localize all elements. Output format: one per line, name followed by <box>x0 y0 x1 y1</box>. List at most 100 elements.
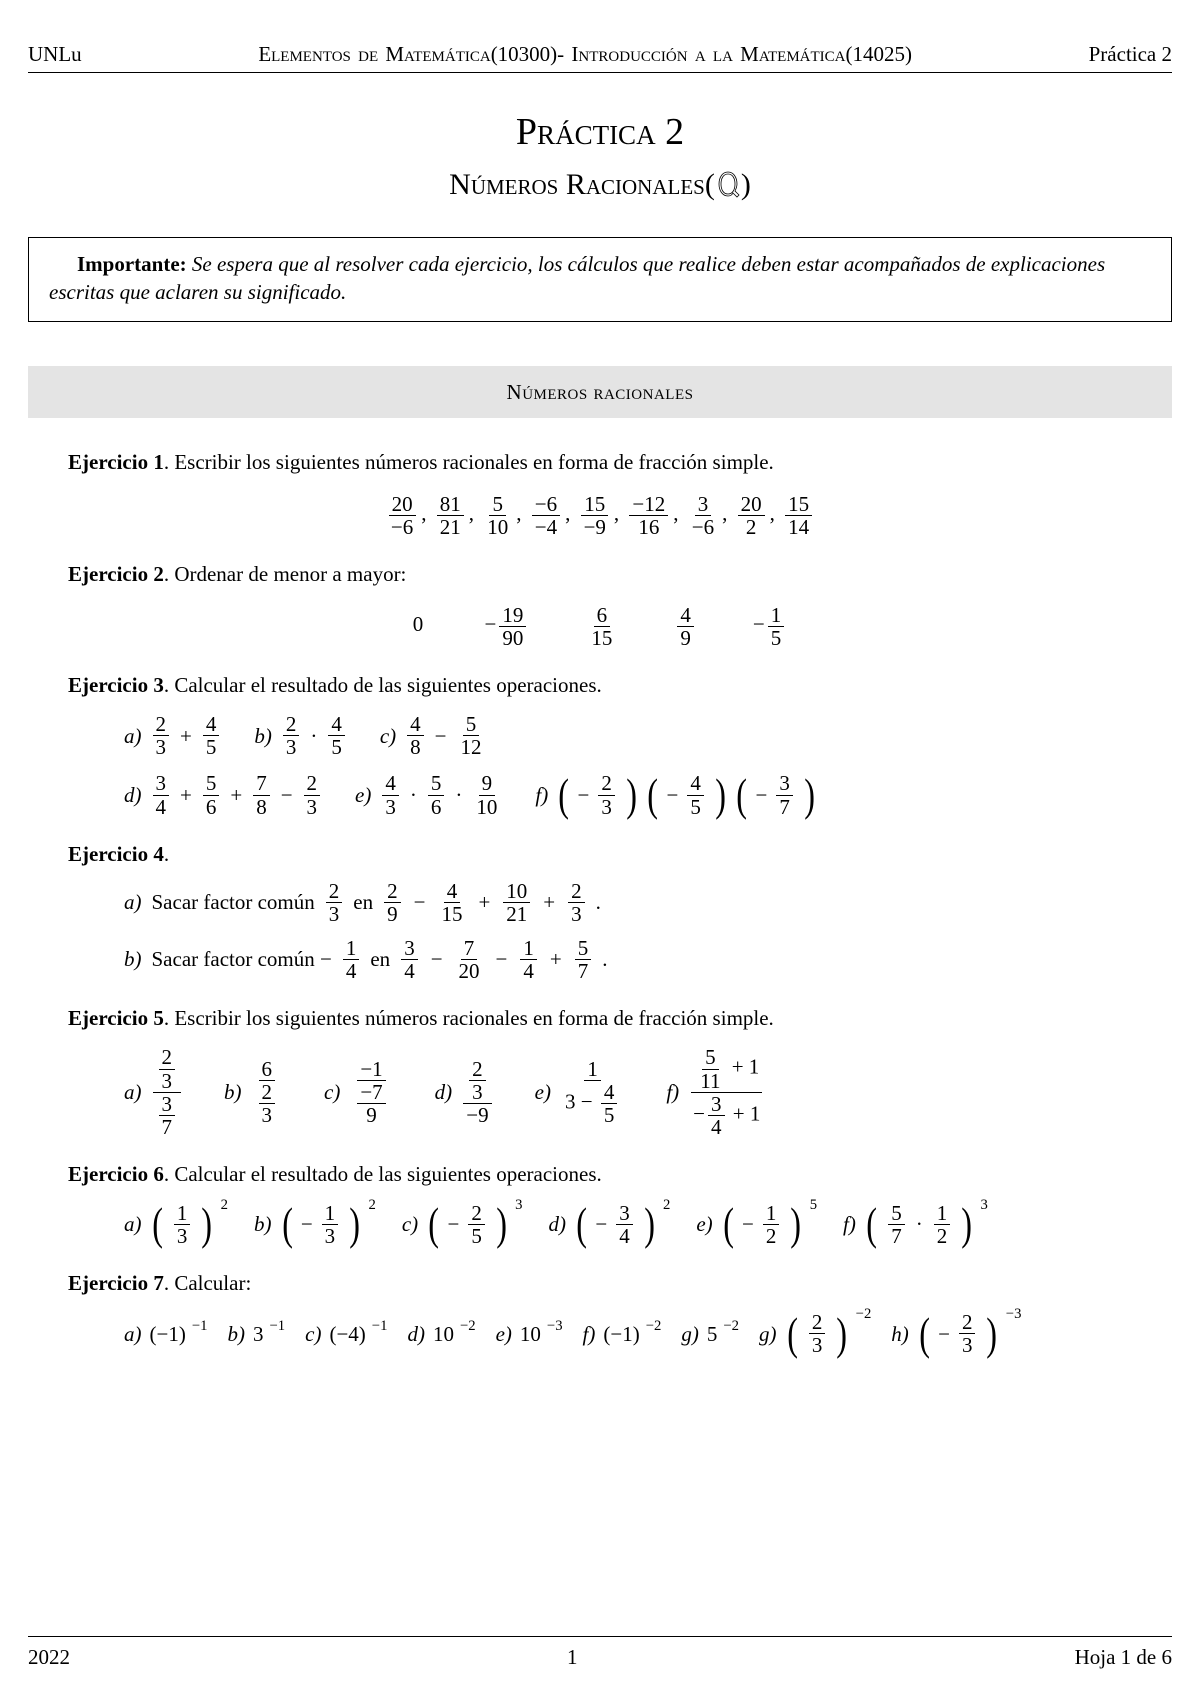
fraction: 1990 <box>499 604 526 649</box>
ej3-item: b)23·45 <box>254 713 348 758</box>
footer-sheet: Hoja 1 de 6 <box>1075 1643 1172 1671</box>
ej2-term: 49 <box>674 612 697 636</box>
page: UNLu Elementos de Matemática(10300)- Int… <box>0 0 1200 1697</box>
op: + <box>180 722 192 750</box>
fraction: 37 <box>159 1093 176 1138</box>
text: en <box>370 945 390 973</box>
footer-year: 2022 <box>28 1643 70 1671</box>
note-body: Se espera que al resolver cada ejercicio… <box>49 252 1105 304</box>
fraction: 45 <box>687 772 704 817</box>
fraction: 23 <box>809 1311 826 1356</box>
op: · <box>455 781 462 809</box>
fraction: 23 <box>598 772 615 817</box>
ej3-text: . Calcular el resultado de las siguiente… <box>164 673 602 697</box>
ej7-item: c)(−4)−1 <box>305 1320 387 1348</box>
fraction: 13 <box>174 1202 191 1247</box>
exercise-7: Ejercicio 7. Calcular: a)(−1)−1b)3−1c)(−… <box>68 1269 1132 1356</box>
paren-right-icon: ) <box>837 1316 848 1353</box>
header-center: Elementos de Matemática(10300)- Introduc… <box>82 40 1089 68</box>
ej6-item: b)(−13)2 <box>254 1202 376 1247</box>
fraction: 615 <box>588 604 615 649</box>
paren-left-icon: ( <box>558 777 569 814</box>
ej6-text: . Calcular el resultado de las siguiente… <box>164 1162 602 1186</box>
fraction: −1216 <box>629 493 668 538</box>
fraction: 23 <box>283 713 300 758</box>
complex-fraction: 23−9 <box>463 1058 492 1126</box>
ej5-label: Ejercicio 5 <box>68 1006 164 1030</box>
fraction: 23 <box>159 1046 176 1091</box>
op: + <box>230 781 242 809</box>
ej4-a: a)Sacar factor común 23 en 29−415+1021+2… <box>124 880 1132 925</box>
base: (−1) <box>603 1320 639 1348</box>
paren-left-icon: ( <box>282 1206 293 1243</box>
ej7-item: h)(−23)−3 <box>891 1311 1021 1356</box>
fraction: 57 <box>575 937 592 982</box>
page-footer: 2022 1 Hoja 1 de 6 <box>28 1636 1172 1671</box>
base: (−4) <box>329 1320 365 1348</box>
header-left: UNLu <box>28 40 82 68</box>
ej5-d: d)23−9 <box>435 1058 495 1126</box>
fraction: 14 <box>520 937 537 982</box>
ej2-term: 615 <box>585 612 618 636</box>
ej4-b: b)Sacar factor común −14 en 34−720−14+57… <box>124 937 1132 982</box>
fraction: 23 <box>326 880 343 925</box>
op: − <box>431 945 443 973</box>
op: − <box>435 722 447 750</box>
comma: , <box>614 501 619 525</box>
ej7-item: a)(−1)−1 <box>124 1320 207 1348</box>
ej6-item: c)(−25)3 <box>402 1202 523 1247</box>
paren-right-icon: ) <box>202 1206 213 1243</box>
comma: , <box>673 501 678 525</box>
page-header: UNLu Elementos de Matemática(10300)- Int… <box>28 40 1172 73</box>
paren-right-icon: ) <box>644 1206 655 1243</box>
ej3-row1: a)23+45b)23·45c)48−512 <box>124 713 1132 758</box>
exercise-1: Ejercicio 1. Escribir los siguientes núm… <box>68 448 1132 537</box>
ej3-item: f)(−23)(−45)(−37) <box>535 772 817 817</box>
fraction: 23 <box>568 880 585 925</box>
fraction: 510 <box>484 493 511 538</box>
paren-right-icon: ) <box>804 777 815 814</box>
ej4-sublist: a)Sacar factor común 23 en 29−415+1021+2… <box>124 880 1132 982</box>
paren-right-icon: ) <box>961 1206 972 1243</box>
fraction: 14 <box>343 937 360 982</box>
ej2-term: −1990 <box>485 612 530 636</box>
paren-left-icon: ( <box>647 777 658 814</box>
comma: , <box>565 501 570 525</box>
subtitle-pre: Números Racionales( <box>449 168 715 201</box>
complex-fraction: 623 <box>253 1058 282 1126</box>
fraction: 202 <box>738 493 765 538</box>
fraction: 34 <box>616 1202 633 1247</box>
paren-right-icon: ) <box>349 1206 360 1243</box>
fraction: 910 <box>473 772 500 817</box>
fraction: 1021 <box>503 880 530 925</box>
ej6-item: e)(−12)5 <box>696 1202 817 1247</box>
text: en <box>353 888 373 916</box>
base: 10 <box>520 1320 541 1348</box>
paren-left-icon: ( <box>428 1206 439 1243</box>
fraction: 12 <box>763 1202 780 1247</box>
base: (−1) <box>150 1320 186 1348</box>
fraction: 45 <box>328 713 345 758</box>
fraction: 29 <box>384 880 401 925</box>
paren-left-icon: ( <box>152 1206 163 1243</box>
ej7-item: f)(−1)−2 <box>583 1320 662 1348</box>
op: · <box>310 722 317 750</box>
text: . <box>596 888 601 916</box>
ej3-item: e)43·56·910 <box>355 772 503 817</box>
paren-right-icon: ) <box>626 777 637 814</box>
paren-left-icon: ( <box>576 1206 587 1243</box>
fraction: 45 <box>601 1081 618 1126</box>
ej4-label: Ejercicio 4 <box>68 842 164 866</box>
paren-left-icon: ( <box>787 1316 798 1353</box>
ej7-item: g)(23)−2 <box>759 1311 871 1356</box>
fraction: 34 <box>153 772 170 817</box>
fraction: 15−9 <box>581 493 609 538</box>
ej1-text: . Escribir los siguientes números racion… <box>164 450 774 474</box>
ej3-label: Ejercicio 3 <box>68 673 164 697</box>
ej1-label: Ejercicio 1 <box>68 450 164 474</box>
op: · <box>410 781 417 809</box>
comma: , <box>770 501 775 525</box>
paren-left-icon: ( <box>736 777 747 814</box>
note-text-line: Importante: Se espera que al resolver ca… <box>49 250 1151 307</box>
fraction: 12 <box>934 1202 951 1247</box>
